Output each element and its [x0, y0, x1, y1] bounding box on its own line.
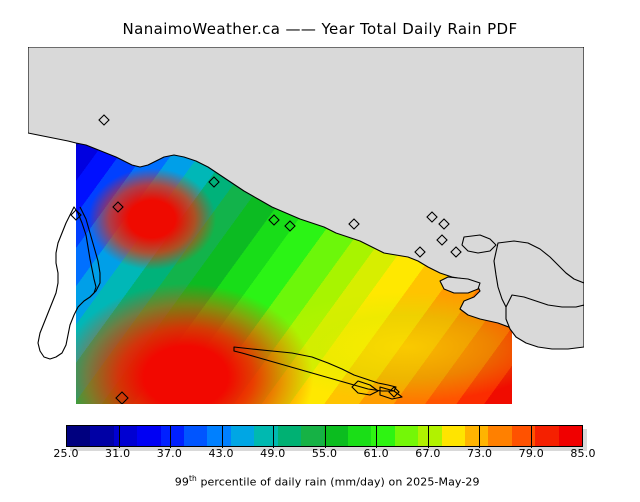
- station-marker: [450, 246, 462, 258]
- colorbar-swatch: [441, 426, 465, 446]
- colorbar-swatch: [535, 426, 559, 446]
- colorbar[interactable]: [66, 425, 587, 451]
- station-marker: [112, 201, 124, 213]
- colorbar-tick-separator: [273, 426, 274, 448]
- station-marker: [284, 220, 296, 232]
- land-mask-layer: [28, 47, 584, 350]
- colorbar-tick-separator: [376, 426, 377, 448]
- colorbar-swatch: [394, 426, 419, 446]
- colorbar-tick-label: 37.0: [156, 447, 183, 460]
- station-marker: [388, 386, 400, 398]
- colorbar-swatch: [371, 426, 395, 446]
- colorbar-swatch: [254, 426, 278, 446]
- colorbar-swatch: [464, 426, 489, 446]
- colorbar-tick-label: 61.0: [363, 447, 389, 460]
- colorbar-swatch: [160, 426, 185, 446]
- page-title: NanaimoWeather.ca —— Year Total Daily Ra…: [122, 20, 518, 38]
- station-marker: [438, 218, 450, 230]
- colorbar-tick-separator: [170, 426, 171, 448]
- caption-suffix: percentile of daily rain (mm/day) on 202…: [196, 475, 480, 489]
- weather-map-figure: NanaimoWeather.ca —— Year Total Daily Ra…: [0, 20, 640, 489]
- station-marker: [98, 114, 110, 126]
- colorbar-swatch: [488, 426, 512, 446]
- colorbar-swatch: [207, 426, 231, 446]
- west-island-inner-coast: [79, 206, 101, 298]
- colorbar-swatch: [184, 426, 208, 446]
- colorbar-tick-separator: [324, 426, 326, 448]
- strait-island: [439, 276, 481, 294]
- map-panel[interactable]: [28, 47, 584, 404]
- station-marker: [414, 246, 426, 258]
- colorbar-tick-separator: [427, 426, 429, 448]
- colorbar-tick-separator: [479, 426, 480, 448]
- station-marker: [436, 234, 448, 246]
- colorbar-swatch: [277, 426, 302, 446]
- colorbar-tick-separator: [530, 426, 532, 448]
- station-marker: [348, 218, 360, 230]
- coastline-layer: [37, 206, 403, 400]
- station-markers-layer[interactable]: [28, 47, 584, 404]
- colorbar-swatch: [113, 426, 138, 446]
- colorbar-swatch: [90, 426, 114, 446]
- colorbar-swatch: [324, 426, 348, 446]
- colorbar-tick-separator: [118, 426, 120, 448]
- colorbar-swatch: [67, 426, 91, 446]
- colorbar-swatch: [347, 426, 372, 446]
- station-marker: [208, 176, 220, 188]
- colorbar-tick-label: 85.0: [570, 447, 596, 460]
- colorbar-tick-label: 67.0: [415, 447, 441, 460]
- colorbar-tick-label: 43.0: [208, 447, 234, 460]
- colorbar-caption: 99th percentile of daily rain (mm/day) o…: [0, 461, 640, 502]
- colorbar-swatch: [137, 426, 161, 446]
- southern-islet-a: [351, 380, 379, 396]
- caption-superscript: th: [188, 474, 197, 483]
- southern-islet-b: [379, 386, 403, 400]
- southern-island-chain: [233, 346, 397, 392]
- colorbar-swatch: [230, 426, 255, 446]
- colorbar-tick-separator: [221, 426, 223, 448]
- caption-prefix: 99: [174, 475, 189, 489]
- colorbar-tick-label: 55.0: [311, 447, 338, 460]
- colorbar-tick-label: 31.0: [105, 447, 131, 460]
- station-marker: [426, 211, 438, 223]
- colorbar-tick-labels: 25.0 31.0 37.0 43.0 49.0 55.0 61.0 67.0 73.0 79.0…: [0, 447, 640, 463]
- colorbar-tick-label: 79.0: [518, 447, 544, 460]
- colorbar-swatch: [301, 426, 325, 446]
- colorbar-tick-label: 25.0: [53, 447, 79, 460]
- colorbar-swatch: [511, 426, 536, 446]
- colorbar-tick-label: 73.0: [466, 447, 493, 460]
- colorbar-swatch: [558, 426, 582, 446]
- station-marker: [115, 391, 129, 404]
- station-marker: [70, 209, 82, 221]
- colorbar-tick-label: 49.0: [260, 447, 286, 460]
- west-island-coastline: [37, 206, 97, 360]
- mainland-landmass: [28, 47, 584, 348]
- colorbar-swatches[interactable]: [66, 425, 583, 448]
- station-marker: [268, 214, 280, 226]
- southeast-landmass: [505, 294, 584, 350]
- small-island-north: [461, 234, 497, 254]
- colorbar-swatch: [418, 426, 442, 446]
